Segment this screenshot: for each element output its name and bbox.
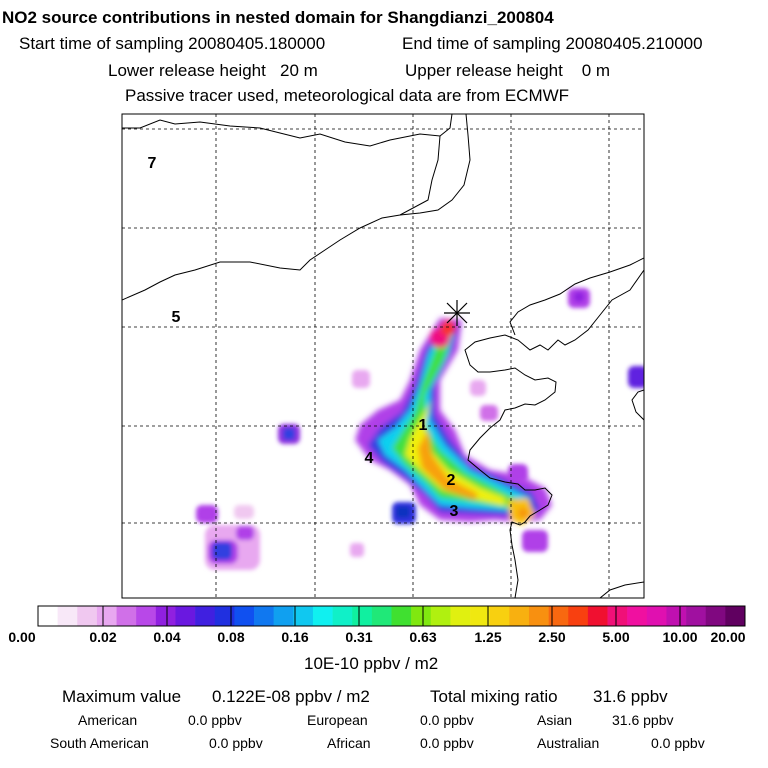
region-label-2: 2 [447, 472, 456, 489]
total-mixing-label: Total mixing ratio [430, 687, 558, 706]
region-name: American [78, 712, 138, 728]
region-value: 31.6 ppbv [612, 712, 674, 728]
colorbar-tick-label: 20.00 [710, 629, 746, 645]
region-value: 0.0 ppbv [420, 735, 474, 751]
colorbar-swatch [57, 606, 78, 626]
colorbar-tick-label: 0.00 [8, 629, 36, 645]
concentration-plume [355, 318, 552, 525]
region-label-4: 4 [365, 450, 374, 467]
colorbar-swatch [371, 606, 392, 626]
colorbar-tick-label: 2.50 [538, 629, 566, 645]
lower-release-height: Lower release height 20 m [108, 61, 318, 80]
colorbar-tick-label: 10.00 [662, 629, 698, 645]
colorbar-swatch [234, 606, 255, 626]
colorbar-swatch [195, 606, 216, 626]
total-mixing-value: 31.6 ppbv [593, 687, 668, 706]
max-value-label: Maximum value [62, 687, 182, 706]
colorbar-swatch [450, 606, 471, 626]
colorbar-tick-label: 1.25 [474, 629, 502, 645]
lat-lon-grid [122, 114, 644, 598]
region-value: 0.0 ppbv [209, 735, 263, 751]
colorbar-swatch [528, 606, 549, 626]
region-label-3: 3 [450, 503, 459, 520]
colorbar-swatch [273, 606, 294, 626]
max-value: 0.122E-08 ppbv / m2 [212, 687, 370, 706]
colorbar-swatch [509, 606, 530, 626]
region-name: African [327, 735, 371, 751]
region-value: 0.0 ppbv [188, 712, 242, 728]
colorbar-swatch [489, 606, 510, 626]
start-time: Start time of sampling 20080405.180000 [19, 34, 326, 53]
region-name: Australian [537, 735, 600, 751]
colorbar-swatch [430, 606, 451, 626]
colorbar-swatch [666, 606, 687, 626]
colorbar-swatch [705, 606, 726, 626]
region-label-5: 5 [172, 309, 181, 326]
colorbar-unit: 10E-10 ppbv / m2 [304, 654, 439, 673]
colorbar-tick-label: 5.00 [602, 629, 630, 645]
colorbar-swatch [312, 606, 333, 626]
colorbar-tick-label: 0.16 [281, 629, 309, 645]
colorbar-swatch [686, 606, 707, 626]
colorbar-swatch [136, 606, 157, 626]
colorbar-swatch [391, 606, 412, 626]
colorbar-swatch [332, 606, 353, 626]
colorbar-swatch [587, 606, 608, 626]
region-name: Asian [537, 712, 573, 728]
colorbar-swatch [725, 606, 746, 626]
colorbar-swatch [214, 606, 235, 626]
colorbar-swatch [568, 606, 589, 626]
region-name: South American [50, 735, 149, 751]
colorbar-tick-label: 0.02 [89, 629, 117, 645]
colorbar-swatch [155, 606, 176, 626]
scattered-sources [196, 288, 644, 570]
colorbar [37, 605, 746, 627]
colorbar-swatch [254, 606, 274, 626]
upper-release-height: Upper release height 0 m [405, 61, 611, 80]
colorbar-tick-label: 0.04 [153, 629, 181, 645]
colorbar-swatch [96, 606, 117, 626]
tracer-info: Passive tracer used, meteorological data… [125, 86, 570, 105]
release-site-marker [444, 300, 470, 326]
colorbar-swatch [352, 606, 373, 626]
colorbar-swatch [548, 606, 569, 626]
end-time: End time of sampling 20080405.210000 [402, 34, 703, 53]
colorbar-swatch [38, 606, 58, 626]
colorbar-swatch [627, 606, 648, 626]
colorbar-swatch [470, 606, 490, 626]
colorbar-tick-label: 0.63 [409, 629, 437, 645]
region-label-7: 7 [148, 155, 157, 172]
colorbar-tick-label: 0.08 [217, 629, 245, 645]
colorbar-swatch [411, 606, 432, 626]
colorbar-swatch [607, 606, 628, 626]
region-label-1: 1 [419, 417, 428, 434]
colorbar-tick-label: 0.31 [345, 629, 373, 645]
colorbar-swatch [646, 606, 667, 626]
colorbar-swatch [116, 606, 137, 626]
colorbar-swatch [175, 606, 196, 626]
coastlines [122, 114, 644, 598]
colorbar-outline [37, 605, 746, 627]
region-name: European [307, 712, 368, 728]
map-frame [121, 113, 645, 599]
colorbar-swatch [77, 606, 98, 626]
region-value: 0.0 ppbv [420, 712, 474, 728]
colorbar-swatch [293, 606, 314, 626]
region-value: 0.0 ppbv [651, 735, 705, 751]
plot-title: NO2 source contributions in nested domai… [2, 8, 554, 27]
